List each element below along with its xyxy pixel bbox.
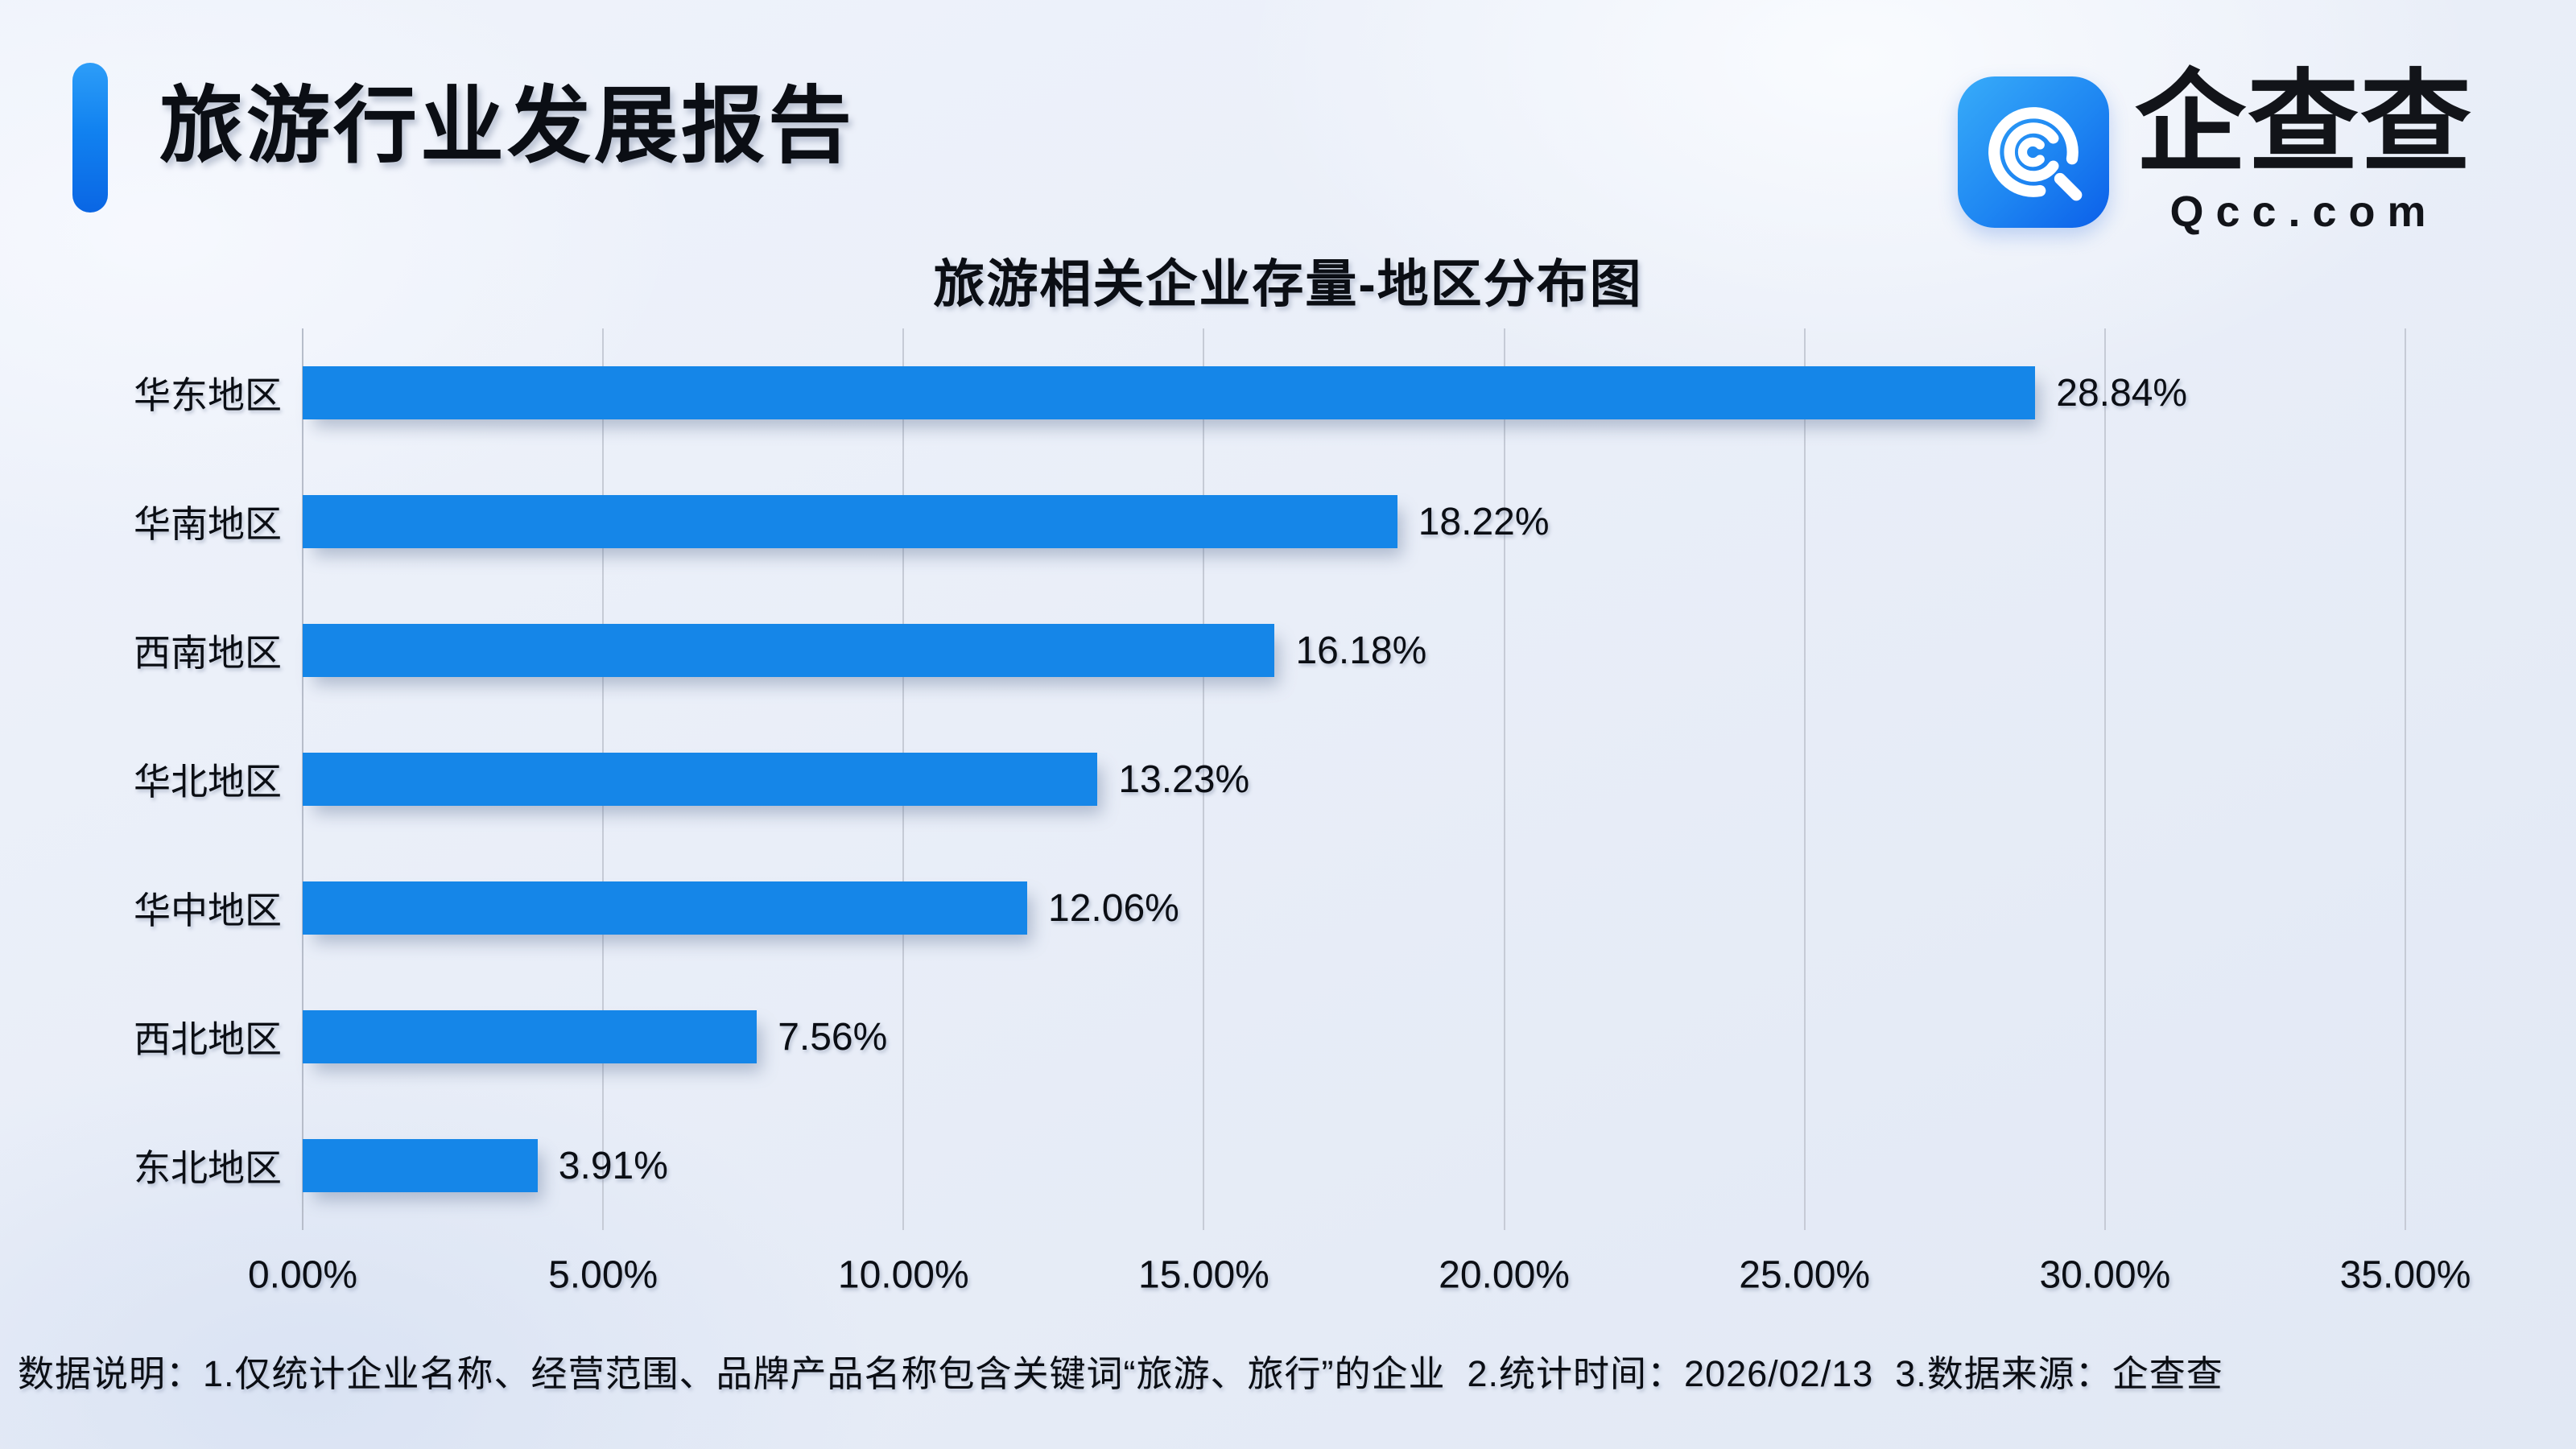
qcc-logo: 企查查 Qcc.com [1957,68,2473,237]
logo-wordmark: 企查查 [2134,61,2473,185]
plot-area: 华东地区 28.84% 华南地区 18.22% 西南地区 16.18% 华北地区 13.23%… [134,328,2471,1297]
gridline [2103,328,2106,1230]
category-label: 东北地区 [134,1147,282,1189]
qcc-q-mark-icon [1957,76,2109,228]
value-label: 13.23% [1118,758,1250,801]
value-label: 7.56% [778,1015,888,1059]
x-tick-label: 15.00% [1138,1253,1269,1297]
bar-row: 西北地区 7.56% [134,972,2405,1101]
x-axis: 0.00% 5.00% 10.00% 15.00% 20.00% 25.00% 30.00%… [248,1230,2471,1320]
logo-domain: Qcc.com [2169,188,2438,236]
x-tick-label: 30.00% [2039,1253,2171,1297]
qcc-logo-text: 企查查 Qcc.com [2135,68,2473,237]
bar [303,1010,758,1063]
bar [303,495,1397,548]
bar-row: 华南地区 18.22% [134,457,2405,586]
x-tick-label: 20.00% [1439,1253,1570,1297]
gridline [1803,328,1806,1230]
value-label: 16.18% [1295,629,1427,672]
bar-row: 西南地区 16.18% [134,586,2405,715]
category-label: 华中地区 [134,890,282,931]
gridline [1503,328,1505,1230]
chart-title: 旅游相关企业存量-地区分布图 [933,255,1643,313]
category-label: 华南地区 [134,503,282,545]
x-tick-label: 0.00% [247,1253,358,1297]
bar [303,753,1098,806]
title-accent-bar [72,63,108,213]
category-label: 华东地区 [134,374,282,416]
category-label: 西北地区 [134,1018,282,1060]
bar-rows: 华东地区 28.84% 华南地区 18.22% 西南地区 16.18% 华北地区 13.23%… [134,328,2405,1230]
category-label: 西南地区 [134,632,282,674]
bar-row: 华北地区 13.23% [134,715,2405,844]
footnote: 数据说明：1.仅统计企业名称、经营范围、品牌产品名称包含关键词“旅游、旅行”的企… [18,1353,2223,1394]
x-tick-label: 10.00% [837,1253,969,1297]
bar [303,881,1028,935]
gridline [2405,328,2406,1230]
category-label: 华北地区 [134,761,282,803]
gridline [1203,328,1205,1230]
x-tick-label: 35.00% [2339,1253,2471,1297]
bar [303,624,1275,677]
bar [303,366,2036,419]
bar-row: 华中地区 12.06% [134,844,2405,972]
value-label: 28.84% [2056,371,2188,415]
x-tick-label: 25.00% [1739,1253,1871,1297]
x-tick-label: 5.00% [548,1253,658,1297]
bar [303,1139,538,1192]
bar-row: 华东地区 28.84% [134,328,2405,457]
report-title: 旅游行业发展报告 [159,80,856,173]
value-label: 12.06% [1048,886,1179,930]
value-label: 3.91% [558,1144,668,1187]
bar-row: 东北地区 3.91% [134,1101,2405,1230]
value-label: 18.22% [1418,500,1550,543]
